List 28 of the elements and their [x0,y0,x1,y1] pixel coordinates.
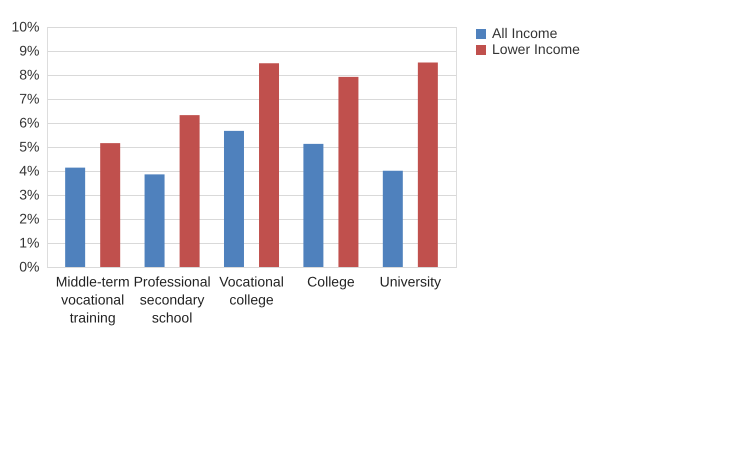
bar [65,168,86,267]
x-tick-label: Vocational college [219,274,284,308]
y-tick-label: 10% [11,18,40,34]
bar [418,62,438,267]
bar [259,63,280,267]
x-tick-label: Professional secondary school [134,274,211,326]
y-tick-label: 1% [19,234,40,250]
y-tick-label: 6% [19,114,40,130]
bar [144,174,165,267]
y-tick-label: 7% [19,90,40,106]
legend-label: All Income [492,25,558,41]
y-tick-label: 9% [19,42,40,58]
bar [303,144,324,267]
legend-label: Lower Income [492,41,580,57]
bar [180,115,200,267]
y-tick-label: 4% [19,162,40,178]
y-tick-label: 2% [19,210,40,226]
bar [382,170,403,267]
y-tick-label: 5% [19,138,40,154]
x-tick-label: College [307,274,355,290]
y-tick-label: 0% [19,258,40,274]
bar [224,130,244,267]
bar [338,76,358,267]
x-tick-label: University [380,274,442,290]
y-tick-label: 3% [19,186,40,202]
y-tick-label: 8% [19,66,40,82]
x-tick-label: Middle-term vocational training [56,274,130,326]
bar [100,143,120,267]
